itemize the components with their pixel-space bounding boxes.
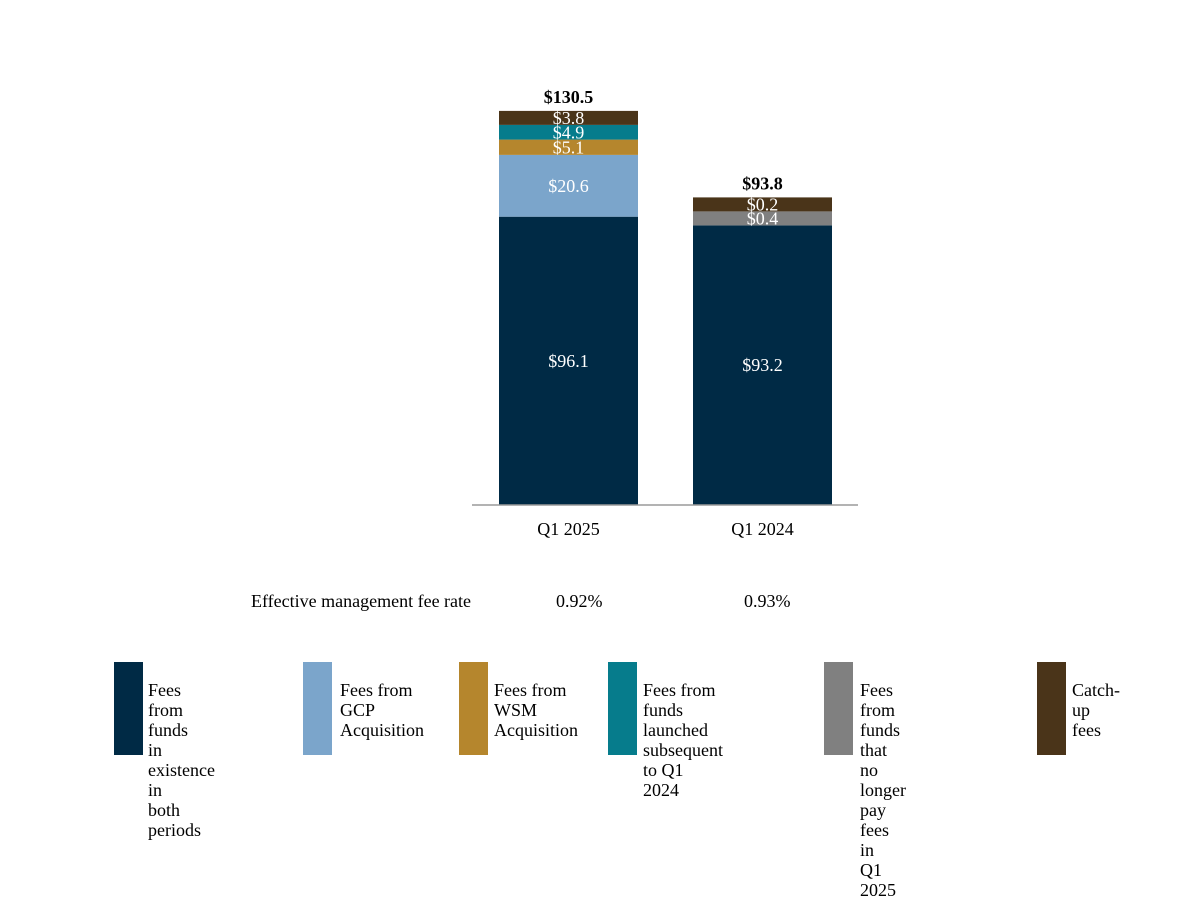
bar-segment-catch-up-fees-q1-2025 — [499, 110, 638, 125]
data-label: $20.6 — [548, 176, 589, 196]
legend-label: Fees from GCP Acquisition — [340, 680, 424, 740]
stacked-bar-chart: $96.1 $20.6 $5.1$4.9$3.8$130.5 Q1 2025 $93.2… — [472, 87, 858, 539]
bar-segment-fees-from-funds-launched-subsequent-to-q1-2024-q1-2025 — [499, 124, 638, 140]
legend-swatch — [114, 662, 143, 755]
legend-swatch — [608, 662, 637, 755]
fee-rate-q1-2024: 0.93% — [744, 591, 791, 611]
bar-segment-fees-from-gcp-acquisition-q1-2025 — [499, 154, 638, 217]
legend-swatch — [459, 662, 488, 755]
bar-segment-fees-from-wsm-acquisition-q1-2025 — [499, 139, 638, 155]
bar-segment-fees-from-funds-that-no-longer-pay-fees-in-q1-2025-q1-2024 — [693, 211, 832, 226]
fee-rate-q1-2025: 0.92% — [556, 591, 603, 611]
legend-label: Fees from funds launched subsequent to Q… — [643, 680, 723, 800]
legend-swatch — [303, 662, 332, 755]
legend-label: Fees from WSM Acquisition — [494, 680, 578, 740]
bar-segment-catch-up-fees-q1-2024 — [693, 197, 832, 212]
data-label: $3.8 — [553, 108, 585, 128]
data-label: $93.2 — [742, 355, 783, 375]
data-label: $4.9 — [553, 122, 585, 142]
legend-label: Fees from funds that no longer pay fees … — [860, 680, 906, 900]
legend-swatch — [1037, 662, 1066, 755]
x-tick-label: Q1 2025 — [537, 519, 600, 539]
total-label: $93.8 — [742, 173, 783, 193]
data-label: $0.4 — [747, 208, 779, 228]
legend-label: Catch-up fees — [1072, 680, 1120, 740]
data-label: $0.2 — [747, 194, 779, 214]
fee-rate-label: Effective management fee rate — [251, 591, 472, 611]
bar-segment-fees-from-funds-in-existence-in-both-periods-q1-2024 — [693, 225, 832, 505]
data-label: $96.1 — [548, 351, 589, 371]
legend-swatch — [824, 662, 853, 755]
legend-label: Fees from funds in existence in both per… — [148, 680, 215, 840]
x-tick-label: Q1 2024 — [731, 519, 794, 539]
bar-segment-fees-from-funds-in-existence-in-both-periods-q1-2025 — [499, 216, 638, 505]
data-label: $5.1 — [553, 137, 585, 157]
total-label: $130.5 — [544, 87, 594, 107]
chart-legend: Fees from funds in existence in both per… — [0, 662, 1181, 900]
